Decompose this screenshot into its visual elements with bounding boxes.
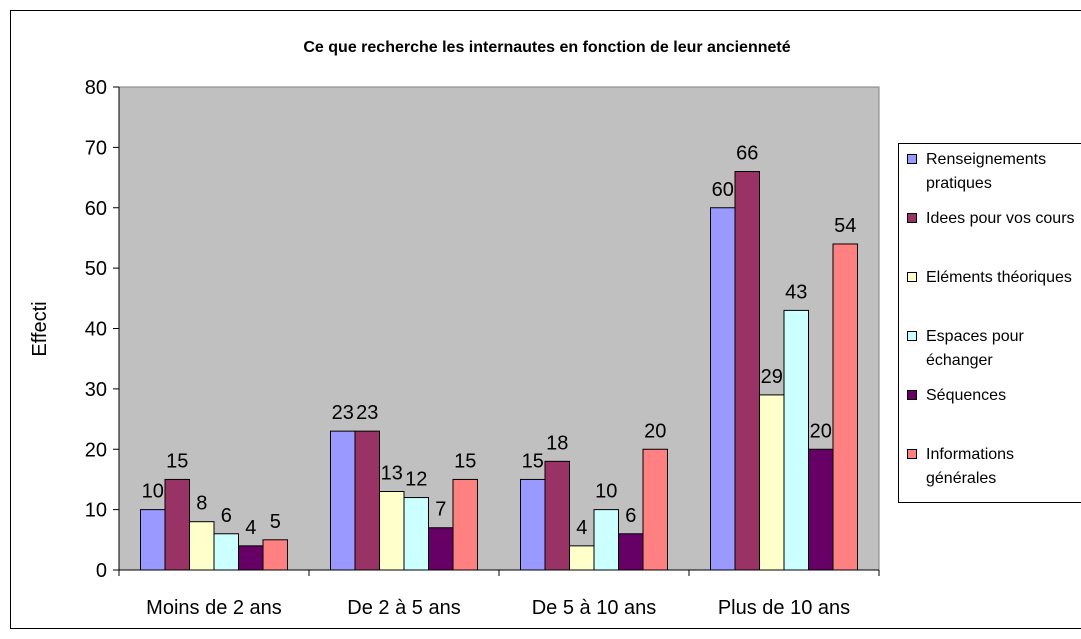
bar: [189, 521, 215, 571]
bar: [428, 527, 454, 571]
y-tick-label: 0: [96, 560, 107, 582]
bar: [213, 533, 239, 571]
legend-swatch: [907, 449, 917, 459]
y-tick-label: 50: [85, 258, 107, 280]
y-tick-label: 80: [85, 77, 107, 99]
legend-swatch: [907, 213, 917, 223]
bar: [330, 430, 356, 571]
data-label: 7: [435, 499, 446, 521]
bar: [403, 497, 429, 571]
bar: [759, 394, 785, 571]
data-label: 4: [576, 517, 587, 539]
data-label: 18: [546, 432, 568, 454]
data-label: 15: [454, 450, 476, 472]
data-label: 43: [785, 281, 807, 303]
bar: [593, 509, 619, 571]
data-label: 15: [522, 450, 544, 472]
data-label: 66: [736, 143, 758, 165]
data-label: 20: [644, 420, 666, 442]
y-tick-label: 60: [85, 198, 107, 220]
bar: [569, 545, 595, 571]
x-tick-label: De 2 à 5 ans: [347, 597, 460, 619]
bar: [734, 171, 760, 571]
bar: [452, 478, 478, 571]
legend-label: Idees pour vos cours: [926, 210, 1075, 227]
data-label: 15: [166, 450, 188, 472]
data-label: 6: [221, 505, 232, 527]
y-tick-label: 20: [85, 439, 107, 461]
data-label: 4: [245, 517, 256, 539]
bar: [832, 243, 858, 571]
data-label: 29: [761, 366, 783, 388]
bar: [262, 539, 288, 571]
legend-label: Espaces pour échanger: [926, 328, 1024, 369]
x-tick-label: De 5 à 10 ans: [532, 597, 657, 619]
data-label: 23: [332, 402, 354, 424]
legend-swatch: [907, 272, 917, 282]
bar: [642, 448, 668, 571]
data-label: 12: [405, 469, 427, 491]
x-tick-label: Moins de 2 ans: [146, 597, 282, 619]
bar: [379, 491, 405, 571]
y-axis-label: Effecti: [29, 301, 51, 356]
data-label: 5: [270, 511, 281, 533]
bar: [618, 533, 644, 571]
legend-label: Eléments théoriques: [926, 269, 1072, 286]
legend-label: Informations générales: [926, 446, 1015, 487]
bar: [544, 460, 570, 571]
legend-swatch: [907, 390, 917, 400]
bar: [808, 448, 834, 571]
legend-swatch: [907, 331, 917, 341]
bar: [520, 478, 546, 571]
bar: [238, 545, 264, 571]
bar: [710, 207, 736, 571]
data-label: 10: [142, 481, 164, 503]
bar: [164, 478, 190, 571]
bar: [354, 430, 380, 571]
legend-label: Séquences: [926, 387, 1007, 404]
data-label: 20: [810, 420, 832, 442]
legend: Renseignements pratiques Idees pour vos c…: [898, 143, 1081, 503]
x-tick-label: Plus de 10 ans: [718, 597, 850, 619]
bar: [783, 309, 809, 571]
bar: [140, 509, 166, 571]
y-tick-label: 40: [85, 319, 107, 341]
data-label: 60: [712, 179, 734, 201]
data-label: 10: [595, 481, 617, 503]
data-label: 6: [625, 505, 636, 527]
legend-swatch: [907, 154, 917, 164]
legend-label: Renseignements pratiques: [926, 151, 1047, 192]
y-tick-label: 70: [85, 137, 107, 159]
y-tick-label: 30: [85, 379, 107, 401]
data-label: 23: [356, 402, 378, 424]
y-tick-label: 10: [85, 500, 107, 522]
data-label: 54: [834, 215, 856, 237]
data-label: 13: [381, 463, 403, 485]
chart-title: Ce que recherche les internautes en fonc…: [303, 39, 790, 56]
data-label: 8: [196, 493, 207, 515]
